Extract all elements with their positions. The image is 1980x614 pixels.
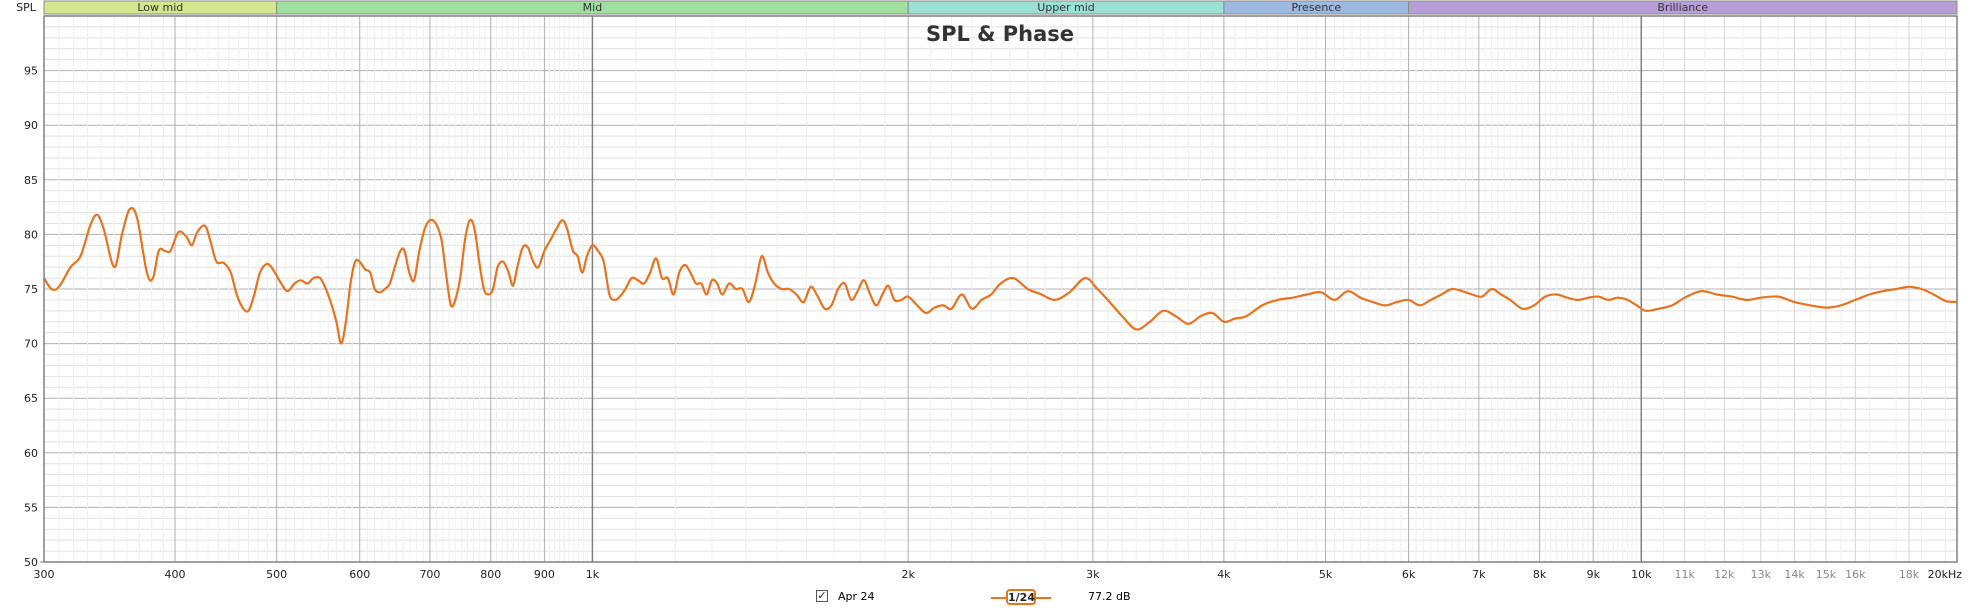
x-tick-label: 500 bbox=[266, 568, 287, 581]
y-axis-label: SPL bbox=[16, 1, 37, 14]
y-tick-label: 95 bbox=[24, 65, 38, 78]
plot-border bbox=[43, 15, 1958, 563]
x-tick-label: 11k bbox=[1674, 568, 1695, 581]
legend-series-name: Apr 24 bbox=[838, 590, 875, 603]
y-tick-label: 75 bbox=[24, 283, 38, 296]
x-tick-label: 1k bbox=[586, 568, 600, 581]
x-tick-label: 10k bbox=[1631, 568, 1652, 581]
x-tick-label: 700 bbox=[419, 568, 440, 581]
smoothing-label: 1/24 bbox=[1006, 589, 1036, 605]
band-label: Low mid bbox=[137, 1, 183, 14]
x-tick-label: 7k bbox=[1472, 568, 1486, 581]
y-tick-label: 70 bbox=[24, 338, 38, 351]
band-label: Brilliance bbox=[1657, 1, 1708, 14]
x-tick-label: 3k bbox=[1086, 568, 1100, 581]
x-tick-label: 13k bbox=[1751, 568, 1772, 581]
y-tick-label: 55 bbox=[24, 501, 38, 514]
x-tick-label: 2k bbox=[901, 568, 915, 581]
x-axis: 300 400 500 600 700 800 900 1k 2k 3k 4k 5k 6k 7k 8k 9k 1… bbox=[34, 568, 1963, 581]
y-tick-label: 80 bbox=[24, 228, 38, 241]
x-tick-label: 20kHz bbox=[1928, 568, 1963, 581]
x-tick-label: 5k bbox=[1319, 568, 1333, 581]
x-tick-label: 9k bbox=[1587, 568, 1601, 581]
y-tick-label: 90 bbox=[24, 119, 38, 132]
x-tick-label: 900 bbox=[534, 568, 555, 581]
y-tick-label: 60 bbox=[24, 447, 38, 460]
x-tick-label: 800 bbox=[480, 568, 501, 581]
x-tick-label: 14k bbox=[1784, 568, 1805, 581]
x-tick-label: 6k bbox=[1402, 568, 1416, 581]
x-tick-label: 12k bbox=[1714, 568, 1735, 581]
frequency-band-bar: Low mid Mid Upper mid Presence Brilliance bbox=[43, 0, 1958, 15]
smoothing-indicator[interactable]: 1/24 bbox=[991, 588, 1051, 608]
x-tick-label: 15k bbox=[1816, 568, 1837, 581]
spl-curve-layer bbox=[43, 206, 1958, 345]
x-tick-label: 400 bbox=[165, 568, 186, 581]
y-tick-label: 65 bbox=[24, 392, 38, 405]
y-tick-label: 85 bbox=[24, 174, 38, 187]
band-label: Mid bbox=[583, 1, 603, 14]
series-line-apr-24 bbox=[43, 206, 1958, 345]
x-tick-label: 16k bbox=[1845, 568, 1866, 581]
plot-grid bbox=[43, 16, 1958, 562]
y-axis: 50 55 60 65 70 75 80 85 90 95 bbox=[24, 65, 44, 569]
x-tick-label: 18k bbox=[1899, 568, 1920, 581]
checkmark-icon[interactable]: ✓ bbox=[816, 589, 828, 602]
legend-level-value: 77.2 dB bbox=[1088, 590, 1131, 603]
x-tick-label: 4k bbox=[1217, 568, 1231, 581]
x-tick-label: 8k bbox=[1533, 568, 1547, 581]
chart-title: SPL & Phase bbox=[926, 22, 1074, 46]
y-tick-label: 50 bbox=[24, 556, 38, 569]
x-tick-label: 600 bbox=[349, 568, 370, 581]
band-label: Presence bbox=[1291, 1, 1341, 14]
band-brilliance bbox=[1408, 0, 1958, 15]
band-label: Upper mid bbox=[1037, 1, 1095, 14]
x-tick-label: 300 bbox=[34, 568, 55, 581]
